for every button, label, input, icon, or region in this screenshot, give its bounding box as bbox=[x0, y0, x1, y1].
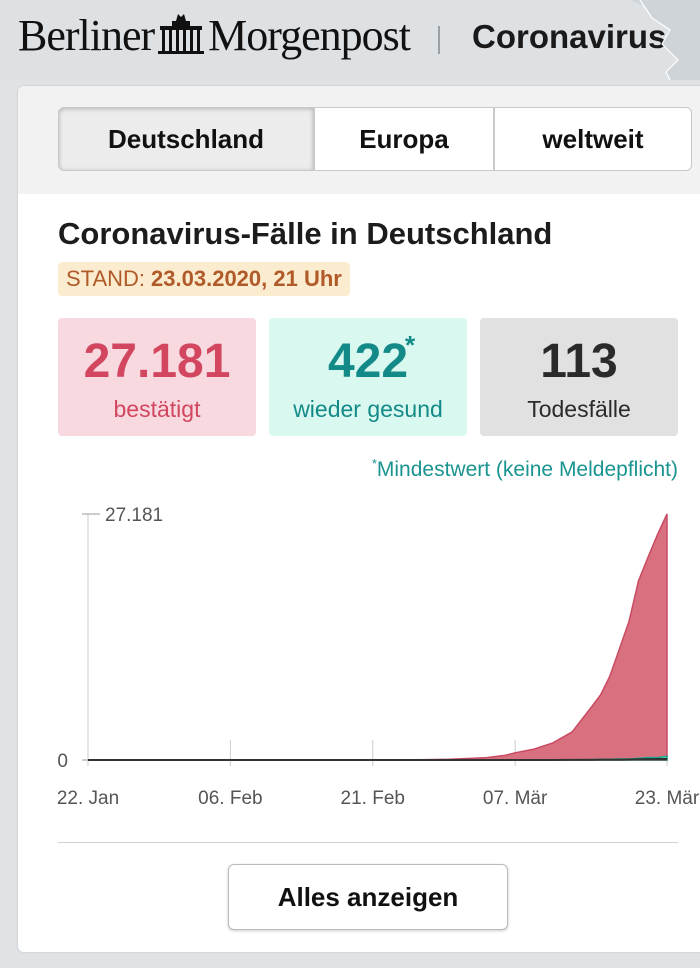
map-background-decoration bbox=[630, 0, 700, 80]
site-logo[interactable]: Berliner Morgenpost bbox=[18, 10, 411, 61]
y-tick-label: 27.181 bbox=[105, 505, 163, 526]
divider bbox=[58, 842, 678, 843]
recovered-label: wieder gesund bbox=[293, 396, 443, 422]
x-tick-label: 21. Feb bbox=[341, 788, 405, 809]
stat-recovered: 422 * wieder gesund bbox=[269, 318, 467, 436]
footnote: *Mindestwert (keine Meldepflicht) bbox=[372, 456, 678, 482]
tab-deutschland[interactable]: Deutschland bbox=[58, 107, 314, 171]
confirmed-count: 27.181 bbox=[83, 335, 231, 388]
recovered-count: 422 bbox=[327, 335, 409, 388]
brandenburg-gate-icon bbox=[158, 14, 205, 54]
footnote-text: Mindestwert (keine Meldepflicht) bbox=[376, 458, 678, 481]
logo-text-left: Berliner bbox=[18, 11, 155, 60]
header-separator bbox=[438, 26, 440, 54]
recovered-asterisk: * bbox=[405, 330, 416, 360]
stat-deaths: 113 Todesfälle bbox=[480, 318, 678, 436]
confirmed-label: bestätigt bbox=[113, 396, 201, 422]
corona-widget-card: Deutschland Europa weltweit Coronavirus-… bbox=[18, 86, 700, 952]
site-header: Berliner Morgenpost Coronavirus-M bbox=[0, 0, 700, 80]
logo-text-right: Morgenpost bbox=[208, 11, 411, 60]
x-tick-label: 06. Feb bbox=[198, 788, 262, 809]
y-tick-label: 0 bbox=[57, 751, 68, 772]
stand-date: 23.03.2020, 21 Uhr bbox=[151, 266, 342, 291]
show-all-button[interactable]: Alles anzeigen bbox=[228, 864, 508, 930]
x-tick-label: 07. Mär bbox=[483, 788, 548, 809]
x-tick-label: 23. Mär bbox=[635, 788, 700, 809]
region-tabs: Deutschland Europa weltweit bbox=[18, 86, 700, 194]
tab-europa[interactable]: Europa bbox=[314, 107, 494, 171]
stand-label: STAND: bbox=[66, 266, 146, 291]
footnote-asterisk: * bbox=[371, 456, 377, 471]
x-tick-label: 22. Jan bbox=[57, 788, 119, 809]
stat-confirmed: 27.181 bestätigt bbox=[58, 318, 256, 436]
confirmed-area bbox=[88, 513, 668, 761]
tab-weltweit[interactable]: weltweit bbox=[494, 107, 692, 171]
deaths-count: 113 bbox=[540, 335, 618, 388]
stand-badge: STAND: 23.03.2020, 21 Uhr bbox=[58, 262, 350, 296]
deaths-label: Todesfälle bbox=[527, 396, 631, 422]
widget-title: Coronavirus-Fälle in Deutschland bbox=[58, 216, 553, 251]
cases-area-chart: 22. Jan 06. Feb 21. Feb 07. Mär 23. Mär 0 27.1… bbox=[57, 505, 700, 809]
